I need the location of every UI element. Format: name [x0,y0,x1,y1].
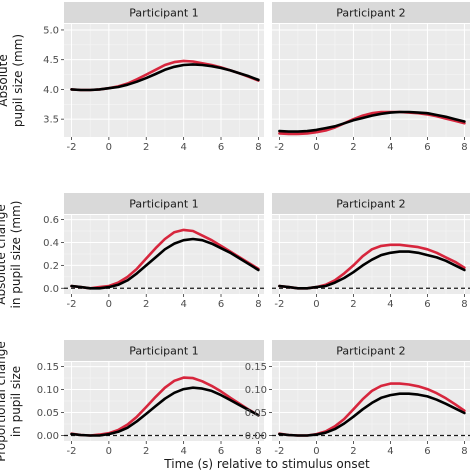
facet-strip [64,340,264,361]
x-tick-label: 4 [180,446,186,457]
facet-title: Participant 1 [129,345,198,358]
y-tick-label: 4.5 [43,55,59,66]
facet-strip [272,340,470,361]
x-tick-label: 6 [218,142,224,153]
x-tick-label: 8 [255,142,261,153]
y-tick-label: 0.10 [245,385,267,396]
facet-title: Participant 2 [336,345,405,358]
x-tick-label: 0 [313,299,319,310]
panel-background [64,24,264,137]
x-tick-label: 4 [180,299,186,310]
facet-panel: Participant 1 0.0 0.2 0.4 0.6 -2 0 2 4 6 8 [43,193,264,310]
facet-panel: Participant 1 3.5 4.0 4.5 5.0 -2 0 2 4 6 8 [43,2,264,153]
series-line-black [70,237,260,290]
x-tick-label: 6 [218,446,224,457]
y-tick-label: 0.15 [37,362,59,373]
x-tick-label: 2 [350,142,356,153]
x-tick-label: 0 [106,142,112,153]
x-tick-label: 6 [218,299,224,310]
x-tick-label: -2 [274,299,284,310]
y-tick-label: 4.0 [43,85,59,96]
y-tick-label: 0.10 [37,385,59,396]
y-axis-title-line: in pupil size (mm) [9,201,23,309]
x-tick-label: 0 [313,142,319,153]
y-axis-title-line: Proportional change [0,341,8,462]
x-tick-label: 8 [255,299,261,310]
y-tick-label: 0.05 [245,408,267,419]
y-tick-label: 0.4 [43,238,59,249]
panel-background [64,215,264,294]
series-line-black [278,392,466,437]
x-tick-label: -2 [66,142,76,153]
y-axis-labels: Absolute pupil size (mm)Absolute change in… [0,34,25,462]
y-tick-label: 0.6 [43,215,59,226]
x-tick-label: 0 [106,299,112,310]
y-axis-title-line: Absolute [0,54,10,106]
x-tick-label: 0 [313,446,319,457]
facet-title: Participant 2 [336,7,405,20]
x-tick-label: 8 [255,446,261,457]
x-tick-label: 2 [143,299,149,310]
x-tick-label: 8 [461,446,467,457]
x-tick-label: 4 [387,142,393,153]
y-tick-label: 0.00 [37,431,59,442]
y-tick-label: 0.0 [43,284,59,295]
x-tick-label: 6 [424,446,430,457]
series-line-black [70,386,260,437]
y-axis-title-line: in pupil size [9,366,23,437]
facet-strip [64,193,264,214]
facet-panels: Participant 13.54.04.55.0-2 0 2 4 6 8Particip… [37,2,470,457]
y-axis-title-line: Absolute change [0,204,8,304]
facet-strip [272,2,470,23]
series-line-black [70,63,260,92]
x-tick-label: 8 [461,299,467,310]
x-tick-label: 6 [424,142,430,153]
x-tick-label: 2 [350,299,356,310]
y-axis-title-line: pupil size (mm) [11,34,25,127]
x-axis-label: Time (s) relative to stimulus onset [163,457,370,471]
facet-strip [272,193,470,214]
y-tick-label: 0.05 [37,408,59,419]
series-line-black [278,250,466,290]
x-tick-label: 6 [424,299,430,310]
facet-panel: Participant 2 0.00 0.05 0.10 0.15 -2 0 2 4 6 8 [245,340,470,457]
y-tick-label: 0.15 [245,362,267,373]
facet-panel: Participant 1 0.00 0.05 0.10 0.15 -2 0 2 4 6 8 [37,340,264,457]
x-tick-label: -2 [66,299,76,310]
x-tick-label: -2 [274,446,284,457]
x-tick-label: -2 [66,446,76,457]
x-tick-label: 0 [106,446,112,457]
facet-panel: Participant 2 -2 0 2 4 6 8 [272,2,470,153]
panel-background [272,362,470,441]
y-tick-label: 0.00 [245,431,267,442]
y-tick-label: 5.0 [43,25,59,36]
x-tick-label: 2 [143,142,149,153]
x-tick-label: 2 [350,446,356,457]
x-tick-label: 2 [143,446,149,457]
x-tick-label: 4 [180,142,186,153]
x-tick-label: 4 [387,299,393,310]
facet-strip [64,2,264,23]
y-tick-label: 3.5 [43,115,59,126]
y-tick-label: 0.2 [43,261,59,272]
series-line-black [278,110,466,133]
x-tick-label: 4 [387,446,393,457]
panel-background [272,215,470,294]
x-tick-label: 8 [461,142,467,153]
facet-title: Participant 2 [336,198,405,211]
x-tick-label: -2 [274,142,284,153]
facet-title: Participant 1 [129,7,198,20]
facet-panel: Participant 2 -2 0 2 4 6 8 [272,193,470,310]
panel-background [272,24,470,137]
facet-title: Participant 1 [129,198,198,211]
